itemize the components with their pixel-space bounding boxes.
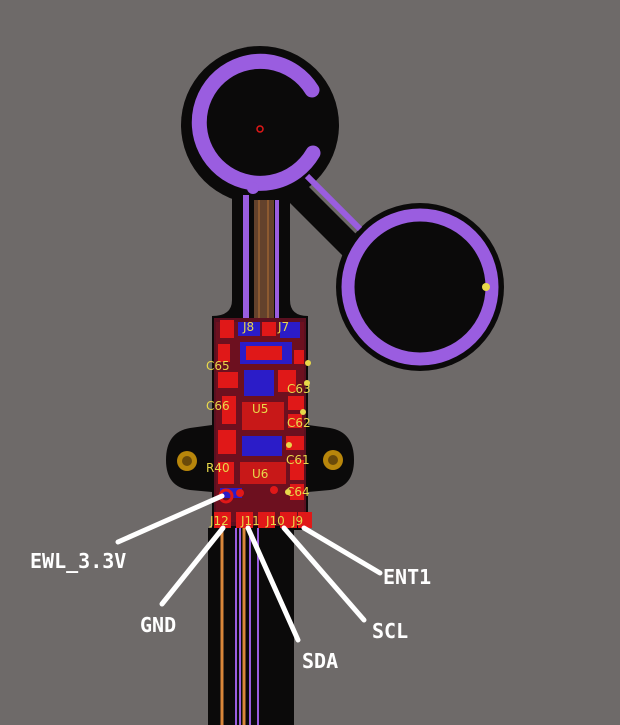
callout-line-scl [281,525,367,623]
callout-labels: EWL_3.3V GND SDA SCL ENT1 [30,549,431,673]
label-ewl-3v3: EWL_3.3V [30,549,126,573]
label-gnd: GND [140,613,176,637]
label-sda: SDA [302,649,338,673]
neck-traces [243,195,279,320]
refdes-u5: U5 [252,402,268,416]
callout-line-sda [245,525,301,643]
refdes-c65: C65 [206,359,230,373]
label-scl: SCL [372,619,408,643]
callout-lines [115,493,383,643]
refdes-c63: C63 [287,382,311,396]
refdes-c61: C61 [286,453,310,467]
tail-traces [220,528,259,725]
refdes-c62: C62 [287,416,311,430]
label-ent1: ENT1 [383,565,431,589]
refdes-j8: J8 [242,320,254,334]
callout-line-gnd [159,525,226,607]
refdes-j9: J9 [291,514,303,528]
silkscreen-labels: J8 J7 C65 C63 C66 U5 C62 R40 C61 U6 C64 … [206,320,311,528]
refdes-j7: J7 [277,320,289,334]
refdes-j12: J12 [209,514,229,528]
callout-line-ewl [115,493,225,545]
connector-pads [214,512,312,528]
refdes-u6: U6 [252,467,268,481]
component-area [214,318,311,526]
refdes-c66: C66 [206,399,230,413]
callout-line-ent1 [301,525,383,576]
mounting-holes [177,450,343,471]
refdes-r40: R40 [206,461,230,475]
refdes-j10: J10 [265,514,285,528]
refdes-c64: C64 [286,485,310,499]
electrode-polygons [191,53,499,366]
refdes-j11: J11 [240,514,260,528]
